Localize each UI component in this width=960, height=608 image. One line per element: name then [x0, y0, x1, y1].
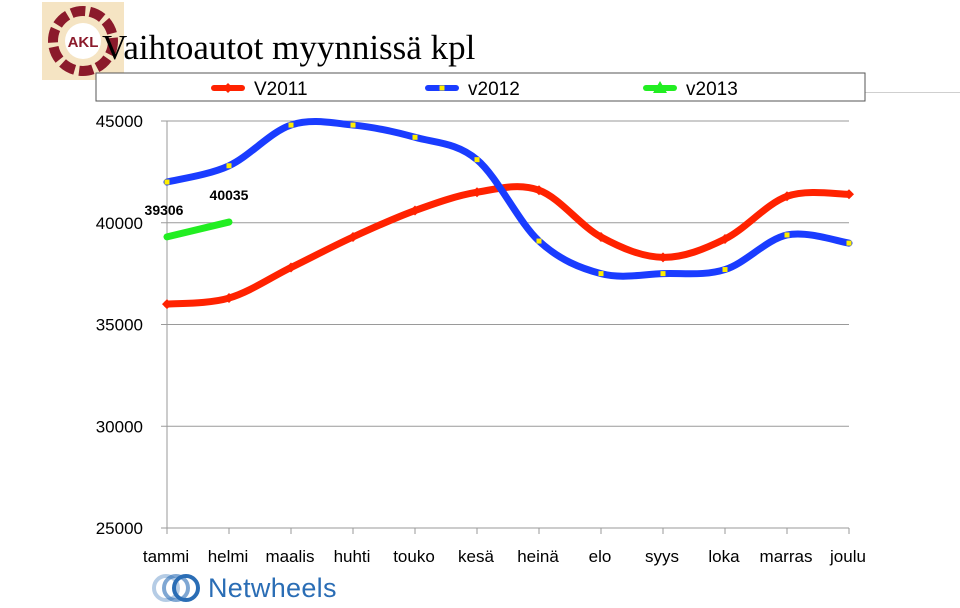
data-point-v2011	[348, 231, 358, 242]
y-tick-label: 30000	[96, 417, 143, 436]
data-label: 39306	[145, 202, 184, 218]
data-point-v2011	[658, 252, 668, 263]
x-tick-label: touko	[393, 547, 435, 566]
y-tick-label: 45000	[96, 112, 143, 131]
data-point-v2012	[226, 163, 232, 169]
series-line-v2013	[163, 218, 233, 241]
data-point-v2011	[224, 293, 234, 304]
data-point-v2012	[660, 271, 666, 277]
data-point-v2011	[410, 205, 420, 216]
data-point-v2011	[534, 185, 544, 196]
x-tick-label: marras	[760, 547, 813, 566]
data-point-v2011	[596, 231, 606, 242]
data-point-v2012	[288, 122, 294, 128]
x-tick-label: loka	[708, 547, 740, 566]
data-point-v2012	[722, 267, 728, 273]
netwheels-logo-text: Netwheels	[208, 573, 337, 603]
legend-entry-v2013: v2013	[643, 79, 738, 100]
data-point-v2012	[784, 232, 790, 238]
data-point-v2011	[162, 299, 172, 310]
chart-legend: V2011 v2012 v2013	[95, 72, 866, 102]
legend-label-v2012: v2012	[468, 79, 520, 100]
legend-label-v2011: V2011	[254, 79, 308, 100]
akl-logo-ring	[48, 6, 118, 76]
y-tick-label: 35000	[96, 316, 143, 335]
data-point-v2011	[286, 262, 296, 273]
series-v2011	[162, 183, 854, 310]
data-point-v2012	[164, 179, 170, 185]
legend-marker-v2013	[653, 81, 667, 93]
chart-series	[162, 118, 854, 310]
y-axis: 25000 30000 35000 40000 45000	[96, 112, 168, 538]
data-point-v2011	[472, 187, 482, 198]
x-tick-label: helmi	[208, 547, 249, 566]
x-tick-label: maalis	[265, 547, 314, 566]
netwheels-logo-circles	[152, 574, 200, 602]
series-v2012	[163, 118, 853, 280]
x-tick-label: heinä	[517, 547, 559, 566]
series-line-v2012	[163, 118, 853, 280]
x-tick-label: tammi	[143, 547, 189, 566]
data-point-v2011	[720, 234, 730, 245]
data-point-v2011	[782, 191, 792, 202]
y-tick-label: 40000	[96, 214, 143, 233]
data-label: 40035	[210, 187, 249, 203]
legend-entry-v2011: V2011	[211, 79, 308, 100]
x-tick-label: huhti	[334, 547, 371, 566]
series-v2013	[163, 218, 233, 241]
data-point-v2012	[598, 271, 604, 277]
page-title: Vaihtoautot myynnissä kpl	[102, 28, 476, 67]
akl-logo-text: AKL	[68, 34, 99, 51]
chart-data-labels: 39306 40035	[145, 187, 249, 218]
data-point-v2012	[350, 122, 356, 128]
x-tick-label: joulu	[829, 547, 866, 566]
legend-marker-v2012	[439, 85, 445, 91]
legend-marker-v2011	[223, 83, 233, 93]
legend-label-v2013: v2013	[686, 79, 738, 100]
x-tick-label: syys	[645, 547, 679, 566]
netwheels-logo	[152, 574, 200, 602]
data-point-v2012	[536, 238, 542, 244]
akl-logo: AKL	[42, 2, 124, 80]
data-point-v2011	[844, 189, 854, 200]
legend-entry-v2012: v2012	[425, 79, 520, 100]
x-tick-label: elo	[589, 547, 612, 566]
y-tick-label: 25000	[96, 519, 143, 538]
data-point-v2012	[474, 157, 480, 163]
x-axis: tammi helmi maalis huhti touko kesä heinä elo sy…	[143, 528, 866, 566]
chart-grid	[167, 120, 849, 529]
data-point-v2012	[846, 240, 852, 246]
data-point-v2012	[412, 134, 418, 140]
x-tick-label: kesä	[458, 547, 494, 566]
